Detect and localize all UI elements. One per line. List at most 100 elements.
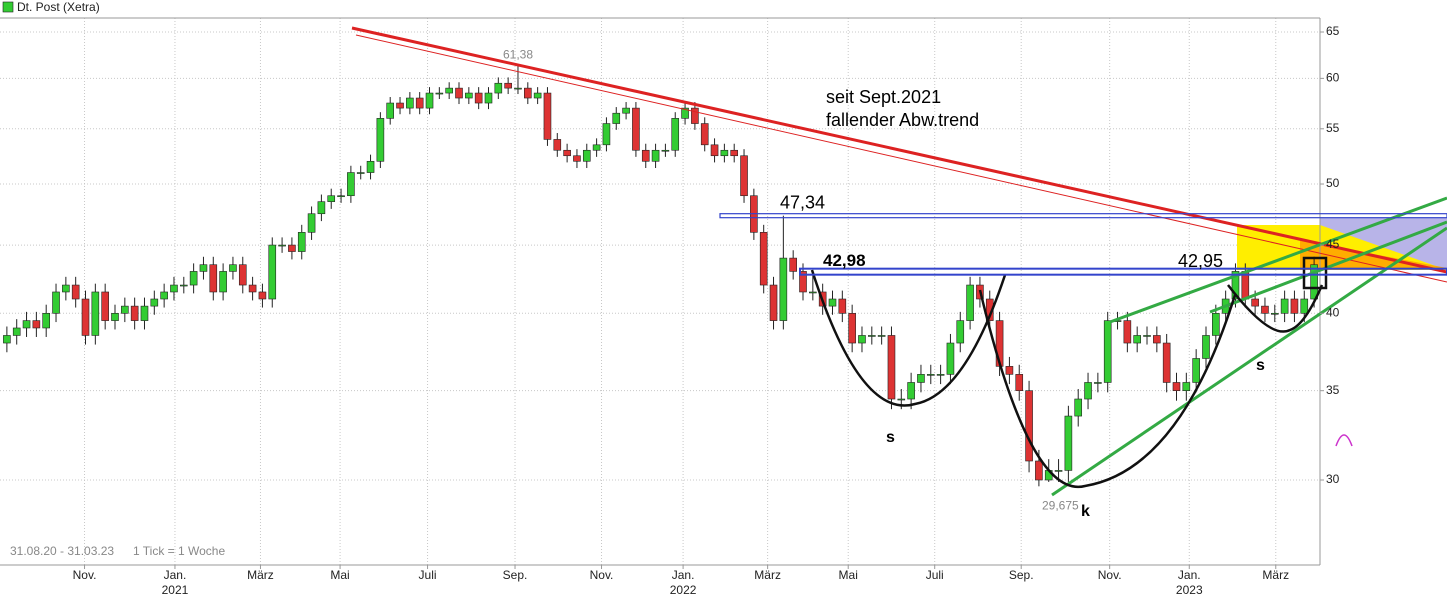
- candle-body: [926, 374, 935, 376]
- candle-body: [858, 335, 866, 344]
- x-tick-label: Mai: [330, 568, 349, 582]
- y-tick-label: 40: [1326, 305, 1340, 319]
- y-tick-label: 45: [1326, 237, 1340, 251]
- candle-body: [759, 232, 768, 286]
- candle-body: [720, 149, 729, 157]
- candle-body: [91, 291, 100, 336]
- candle-body: [828, 298, 837, 307]
- x-tick-label: Jan.: [672, 568, 695, 582]
- note: s: [1256, 357, 1265, 374]
- candle-body: [1182, 382, 1191, 391]
- candle-body: [1035, 460, 1043, 481]
- x-tick-label: Juli: [926, 568, 944, 582]
- candle-body: [179, 284, 188, 287]
- candle-body: [238, 264, 247, 286]
- candle-body: [101, 291, 109, 321]
- trend-lines: [351, 26, 1447, 497]
- uptrend-lower: [1051, 226, 1447, 497]
- annotation: 47,34: [780, 192, 825, 212]
- candle-body: [337, 195, 345, 198]
- note: fallender Abw.trend: [826, 110, 979, 130]
- candle-body: [1084, 382, 1092, 400]
- legend-swatch: [2, 1, 14, 13]
- candle-body: [445, 87, 453, 94]
- candle-body: [347, 172, 355, 197]
- candle-body: [111, 313, 119, 321]
- candle-body: [1054, 470, 1063, 472]
- candle-body: [946, 342, 955, 375]
- candle-body: [465, 92, 473, 99]
- candle-body: [170, 284, 178, 293]
- candle-body: [582, 149, 591, 162]
- candle-body: [435, 92, 444, 95]
- annotation: 29,675: [1042, 498, 1079, 512]
- candle-body: [848, 313, 856, 344]
- candle-body: [42, 313, 50, 329]
- candle-body: [1074, 398, 1083, 417]
- candle-body: [415, 97, 424, 109]
- candle-body: [189, 271, 198, 286]
- candle-body: [297, 232, 306, 252]
- candle-body: [671, 118, 680, 151]
- candle-body: [622, 107, 630, 114]
- head-cup: [978, 289, 1237, 489]
- candle-body: [1251, 298, 1259, 307]
- candle-body: [474, 92, 483, 104]
- candle-body: [700, 123, 709, 146]
- candle-body: [573, 155, 581, 162]
- x-tick-label: Nov.: [1098, 568, 1122, 582]
- x-tick-label: Mai: [839, 568, 858, 582]
- y-tick-label: 65: [1326, 24, 1340, 38]
- candle-body: [1153, 335, 1161, 344]
- candle-body: [740, 155, 748, 197]
- x-tick-label: Sep.: [1009, 568, 1034, 582]
- note: seit Sept.2021: [826, 87, 941, 107]
- candle-body: [248, 284, 257, 293]
- candle-body: [366, 160, 375, 173]
- shoulder-right: [1227, 284, 1324, 333]
- candle-body: [966, 284, 974, 321]
- candle-body: [907, 382, 915, 400]
- marker: [1335, 434, 1353, 447]
- candle-body: [691, 107, 699, 124]
- candle-body: [219, 271, 227, 293]
- x-tick-label: März: [247, 568, 274, 582]
- candle-body: [602, 123, 611, 146]
- candle-body: [81, 298, 90, 336]
- x-tick-label: Nov.: [590, 568, 614, 582]
- y-tick-label: 30: [1326, 472, 1340, 486]
- candle-body: [376, 118, 385, 162]
- uptrend-upper: [1109, 196, 1447, 324]
- candle-body: [1202, 335, 1210, 359]
- candle-body: [1162, 342, 1171, 383]
- resistance-line: [719, 213, 1447, 219]
- candle-body: [612, 112, 621, 124]
- candle-body: [661, 149, 670, 152]
- candle-body: [455, 87, 463, 99]
- candle-body: [1300, 298, 1309, 314]
- year-label: 2022: [670, 583, 697, 597]
- candle-body: [553, 139, 562, 151]
- note: k: [1081, 503, 1090, 520]
- candle-body: [504, 82, 512, 89]
- candle-body: [779, 257, 788, 321]
- x-tick-label: Jan.: [1178, 568, 1201, 582]
- candle-body: [956, 320, 965, 344]
- candle-body: [356, 172, 365, 174]
- candle-body: [917, 374, 925, 383]
- candle-body: [592, 144, 601, 151]
- candle-body: [278, 244, 286, 247]
- tick-info: 1 Tick = 1 Woche: [133, 544, 225, 558]
- candle-body: [1261, 305, 1269, 314]
- candle-body: [514, 87, 522, 90]
- candle-body: [1005, 366, 1014, 375]
- annotation: 42,98: [823, 251, 866, 270]
- candle-body: [1103, 320, 1112, 383]
- breakout-box: [1302, 256, 1328, 290]
- candles: [3, 65, 1318, 487]
- downtrend-thin: [355, 34, 1447, 283]
- annotation: 42,95: [1178, 251, 1223, 271]
- x-tick-label: Nov.: [73, 568, 97, 582]
- candle-body: [150, 298, 159, 307]
